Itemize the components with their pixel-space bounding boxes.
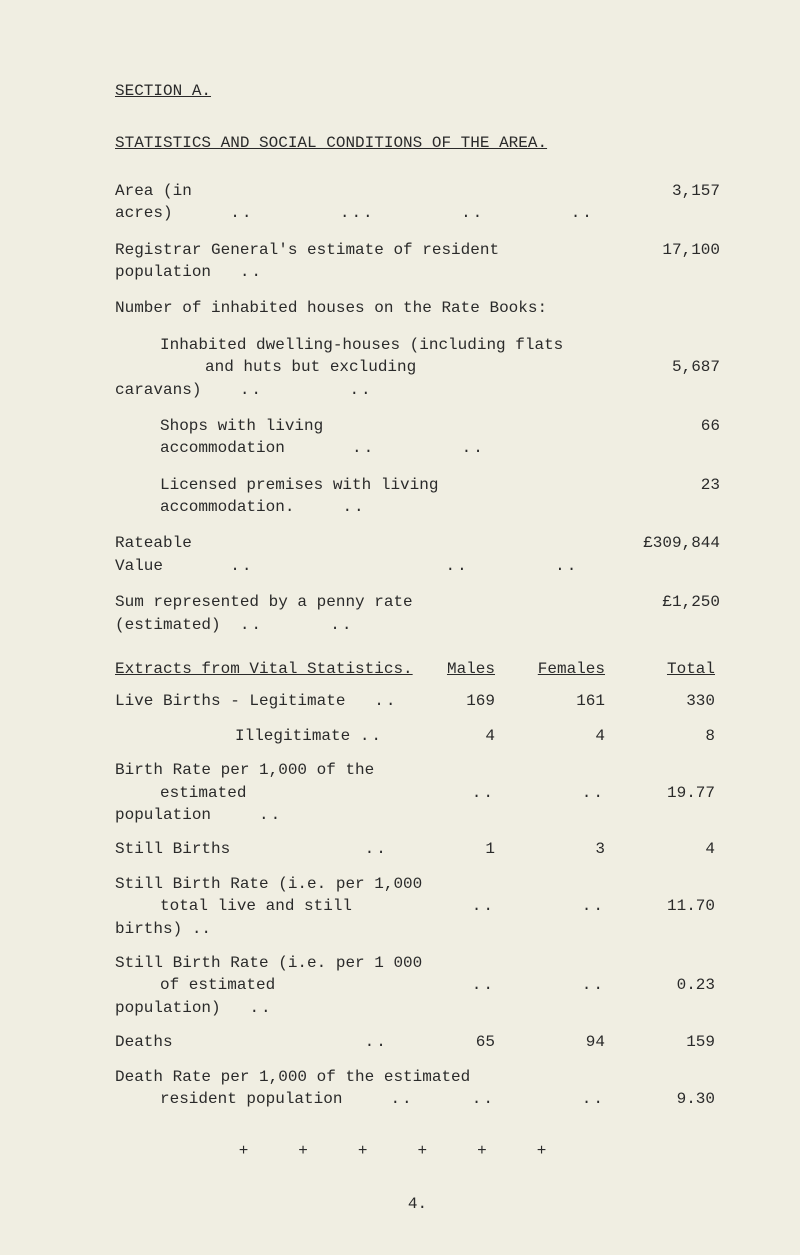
registrar-label: Registrar General's estimate of resident… xyxy=(115,239,630,284)
col-total: Total xyxy=(605,658,715,680)
row-still-rate2: of estimated population) .. .. .. 0.23 xyxy=(115,974,720,1019)
sum-penny-value: £1,250 xyxy=(630,591,720,613)
plus-separator: ++++++ xyxy=(115,1140,720,1162)
section-title: SECTION A. xyxy=(115,80,720,102)
row-deaths: Deaths .. 65 94 159 xyxy=(115,1031,720,1053)
rateable-value: £309,844 xyxy=(630,532,720,554)
row-still-rate1-l1: Still Birth Rate (i.e. per 1,000 xyxy=(115,873,720,895)
row-live-leg: Live Births - Legitimate .. 169 161 330 xyxy=(115,690,720,712)
inhabited-value: 5,687 xyxy=(630,356,720,378)
page-number: 4. xyxy=(115,1193,720,1215)
row-stillbirths: Still Births .. 1 3 4 xyxy=(115,838,720,860)
row-still-rate2-l1: Still Birth Rate (i.e. per 1 000 xyxy=(115,952,720,974)
row-licensed: Licensed premises with living accommodat… xyxy=(115,474,720,519)
row-registrar: Registrar General's estimate of resident… xyxy=(115,239,720,284)
row-illeg: Illegitimate .. 4 4 8 xyxy=(115,725,720,747)
area-value: 3,157 xyxy=(630,180,720,202)
row-inhabited-line1: Inhabited dwelling-houses (including fla… xyxy=(115,334,720,356)
row-death-rate: resident population .. .. .. 9.30 xyxy=(115,1088,720,1110)
area-label: Area (in acres) .. ... .. .. xyxy=(115,180,630,225)
document-page: SECTION A. STATISTICS AND SOCIAL CONDITI… xyxy=(0,0,800,1255)
col-males: Males xyxy=(415,658,495,680)
col-females: Females xyxy=(495,658,605,680)
shops-value: 66 xyxy=(630,415,720,437)
row-birth-rate-l1: Birth Rate per 1,000 of the xyxy=(115,759,720,781)
extracts-heading: Extracts from Vital Statistics. xyxy=(115,658,415,680)
row-area: Area (in acres) .. ... .. .. 3,157 xyxy=(115,180,720,225)
row-death-rate-l1: Death Rate per 1,000 of the estimated xyxy=(115,1066,720,1088)
row-still-rate1: total live and still births) .. .. .. 11… xyxy=(115,895,720,940)
subheading: STATISTICS AND SOCIAL CONDITIONS OF THE … xyxy=(115,132,720,154)
row-inhabited: and huts but excluding caravans) .. .. 5… xyxy=(115,356,720,401)
row-number-houses: Number of inhabited houses on the Rate B… xyxy=(115,297,720,319)
row-birth-rate: estimated population .. .. .. 19.77 xyxy=(115,782,720,827)
extracts-heading-row: Extracts from Vital Statistics. Males Fe… xyxy=(115,658,720,680)
row-sum-penny: Sum represented by a penny rate (estimat… xyxy=(115,591,720,636)
row-rateable: Rateable Value .. .. .. £309,844 xyxy=(115,532,720,577)
licensed-value: 23 xyxy=(630,474,720,496)
row-shops: Shops with living accommodation .. .. 66 xyxy=(115,415,720,460)
registrar-value: 17,100 xyxy=(630,239,720,261)
